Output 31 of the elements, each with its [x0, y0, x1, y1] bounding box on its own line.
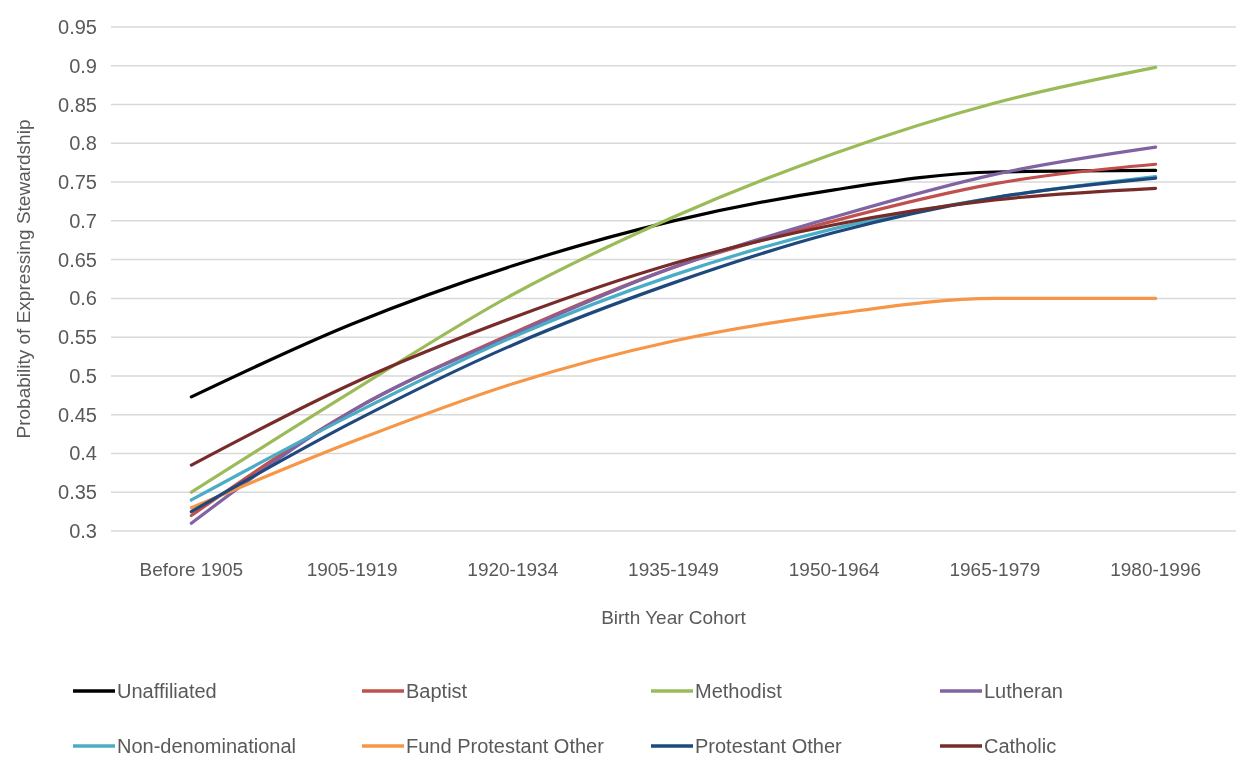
y-tick-label: 0.6 [69, 287, 97, 310]
y-axis-title: Probability of Expressing Stewardship [13, 119, 34, 439]
x-tick-label: 1950-1964 [788, 559, 881, 580]
x-axis-title: Birth Year Cohort [601, 607, 747, 628]
y-tick-label: 0.45 [58, 403, 97, 426]
legend-label: Non-denominational [117, 735, 297, 757]
x-tick-label: 1920-1934 [467, 559, 559, 580]
y-tick-label: 0.55 [58, 326, 97, 349]
legend-label: Baptist [406, 680, 468, 702]
y-tick-label: 0.35 [58, 481, 97, 504]
y-tick-label: 0.4 [69, 442, 97, 465]
y-tick-label: 0.75 [58, 171, 97, 194]
y-tick-label: 0.5 [69, 364, 97, 387]
legend-label: Protestant Other [695, 735, 843, 757]
y-tick-label: 0.3 [69, 520, 97, 542]
x-tick-label: 1980-1996 [1110, 559, 1202, 580]
legend-label: Lutheran [984, 680, 1063, 702]
legend-label: Fund Protestant Other [406, 735, 605, 757]
y-tick-label: 0.65 [58, 248, 97, 271]
y-tick-label: 0.95 [58, 16, 97, 38]
legend-label: Catholic [984, 735, 1057, 757]
y-tick-label: 0.7 [69, 209, 97, 232]
y-tick-label: 0.85 [58, 93, 97, 116]
x-tick-label: 1935-1949 [628, 559, 719, 580]
y-tick-label: 0.8 [69, 132, 97, 155]
x-tick-label: Before 1905 [139, 559, 244, 580]
legend-label: Unaffiliated [117, 680, 217, 702]
x-tick-label: 1965-1979 [949, 559, 1041, 580]
y-tick-label: 0.9 [69, 54, 97, 77]
x-tick-label: 1905-1919 [306, 559, 398, 580]
legend-label: Methodist [695, 680, 783, 702]
